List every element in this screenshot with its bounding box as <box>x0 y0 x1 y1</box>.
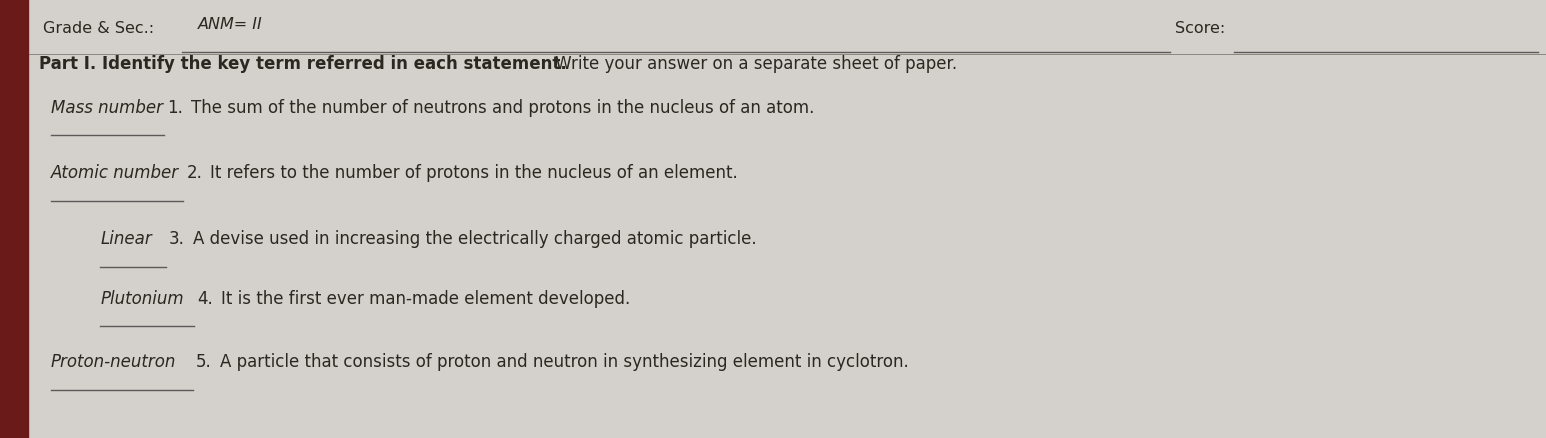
Text: Write your answer on a separate sheet of paper.: Write your answer on a separate sheet of… <box>550 54 957 73</box>
Text: Plutonium: Plutonium <box>100 289 184 307</box>
Text: 5.: 5. <box>196 352 212 371</box>
Text: The sum of the number of neutrons and protons in the nucleus of an atom.: The sum of the number of neutrons and pr… <box>192 98 815 117</box>
Text: AΝM= II: AΝM= II <box>198 17 263 32</box>
Text: It is the first ever man-made element developed.: It is the first ever man-made element de… <box>221 289 631 307</box>
Text: 4.: 4. <box>198 289 213 307</box>
Text: 1.: 1. <box>167 98 182 117</box>
Bar <box>0 0 28 438</box>
Text: Grade & Sec.:: Grade & Sec.: <box>43 21 155 36</box>
Text: 3.: 3. <box>169 230 184 248</box>
Text: Proton-neutron: Proton-neutron <box>51 352 176 371</box>
Text: It refers to the number of protons in the nucleus of an element.: It refers to the number of protons in th… <box>210 164 737 182</box>
Text: Score:: Score: <box>1175 21 1226 36</box>
Text: Part I. Identify the key term referred in each statement.: Part I. Identify the key term referred i… <box>39 54 566 73</box>
Text: Atomic number: Atomic number <box>51 164 179 182</box>
Text: Mass number: Mass number <box>51 98 162 117</box>
Text: A particle that consists of proton and neutron in synthesizing element in cyclot: A particle that consists of proton and n… <box>220 352 909 371</box>
Text: Linear: Linear <box>100 230 152 248</box>
Text: 2.: 2. <box>187 164 203 182</box>
Text: A devise used in increasing the electrically charged atomic particle.: A devise used in increasing the electric… <box>193 230 756 248</box>
